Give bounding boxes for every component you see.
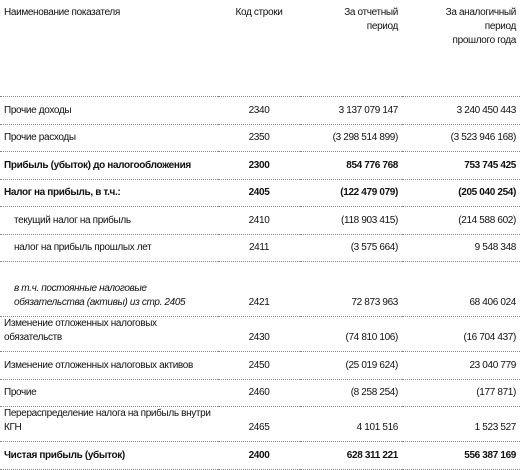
row-label: текущий налог на прибыль <box>0 206 218 235</box>
current-value: 628 311 221 <box>300 441 402 470</box>
table-body: Прочие доходы 2340 3 137 079 147 3 240 450 … <box>0 96 520 470</box>
current-value: 72 873 963 <box>300 261 402 317</box>
previous-value: 1 523 527 <box>402 406 520 442</box>
previous-value: (3 523 946 168) <box>402 124 520 152</box>
row-label: Прочие <box>0 379 218 407</box>
table-row: Прочие расходы 2350 (3 298 514 899) (3 523 … <box>0 124 520 152</box>
table-row: Изменение отложенных налоговых активов 24… <box>0 351 520 380</box>
row-code: 2400 <box>218 441 300 470</box>
current-value: (118 903 415) <box>300 206 402 235</box>
header-text: прошлого года <box>452 35 517 46</box>
table-row: Изменение отложенных налоговых обязатель… <box>0 316 520 352</box>
current-value: (8 258 254) <box>300 379 402 407</box>
previous-value: 68 406 024 <box>402 261 520 317</box>
row-label: Прочие расходы <box>0 124 218 152</box>
row-label: Перераспределение налога на прибыль внут… <box>0 406 218 442</box>
previous-value: (205 040 254) <box>402 179 520 207</box>
header-text: За отчетный <box>344 7 398 18</box>
row-code: 2450 <box>218 351 300 380</box>
header-cell: За отчетный период <box>300 0 402 97</box>
header-text: период <box>484 21 517 32</box>
table-row: налог на прибыль прошлых лет 2411 (3 575 6… <box>0 234 520 262</box>
row-code: 2350 <box>218 124 300 152</box>
header-text: период <box>366 21 399 32</box>
row-label: Прочие доходы <box>0 96 218 125</box>
table-row: Прочие 2460 (8 258 254) (177 871) <box>0 379 520 407</box>
table-row: Налог на прибыль, в т.ч.: 2405 (122 479 07… <box>0 179 520 207</box>
previous-value: 3 240 450 443 <box>402 96 520 125</box>
previous-value: (214 588 602) <box>402 206 520 235</box>
table-row: текущий налог на прибыль 2410 (118 903 415… <box>0 206 520 235</box>
previous-value: 9 548 348 <box>402 234 520 262</box>
row-label: Изменение отложенных налоговых обязатель… <box>0 316 218 352</box>
previous-value: 23 040 779 <box>402 351 520 380</box>
previous-value: 556 387 169 <box>402 441 520 470</box>
header-text: Наименование показателя <box>4 7 120 18</box>
current-value: 4 101 516 <box>300 406 402 442</box>
current-value: 854 776 768 <box>300 151 402 180</box>
current-value: (74 810 106) <box>300 316 402 352</box>
current-value: (25 019 624) <box>300 351 402 380</box>
row-code: 2410 <box>218 206 300 235</box>
row-label: Прибыль (убыток) до налогообложения <box>0 151 218 180</box>
header-text: За аналогичный <box>445 7 517 18</box>
previous-value: (177 871) <box>402 379 520 407</box>
header-cell: Наименование показателя <box>0 0 218 97</box>
row-label: Изменение отложенных налоговых активов <box>0 351 218 380</box>
current-value: (3 575 664) <box>300 234 402 262</box>
table-row: в т.ч. постоянные налоговые обязательств… <box>0 261 520 317</box>
row-code: 2465 <box>218 406 300 442</box>
current-value: (122 479 079) <box>300 179 402 207</box>
row-code: 2405 <box>218 179 300 207</box>
table-row: Перераспределение налога на прибыль внут… <box>0 406 520 442</box>
header-row: Наименование показателя Код строки За отче… <box>0 0 520 97</box>
header-cell: Код строки <box>218 0 300 97</box>
row-code: 2411 <box>218 234 300 262</box>
current-value: 3 137 079 147 <box>300 96 402 125</box>
row-label: в т.ч. постоянные налоговые обязательств… <box>0 261 218 317</box>
row-label: Налог на прибыль, в т.ч.: <box>0 179 218 207</box>
row-code: 2300 <box>218 151 300 180</box>
previous-value: (16 704 437) <box>402 316 520 352</box>
row-code: 2430 <box>218 316 300 352</box>
table-row: Прибыль (убыток) до налогообложения 2300 8… <box>0 151 520 180</box>
previous-value: 753 745 425 <box>402 151 520 180</box>
header-text: Код строки <box>235 7 283 18</box>
current-value: (3 298 514 899) <box>300 124 402 152</box>
table-row: Прочие доходы 2340 3 137 079 147 3 240 450 … <box>0 96 520 125</box>
row-label: налог на прибыль прошлых лет <box>0 234 218 262</box>
header-cell: За аналогичный период прошлого года <box>402 0 520 97</box>
row-label: Чистая прибыль (убыток) <box>0 441 218 470</box>
row-code: 2421 <box>218 261 300 317</box>
row-code: 2340 <box>218 96 300 125</box>
table-row: Чистая прибыль (убыток) 2400 628 311 221 55… <box>0 441 520 470</box>
row-code: 2460 <box>218 379 300 407</box>
